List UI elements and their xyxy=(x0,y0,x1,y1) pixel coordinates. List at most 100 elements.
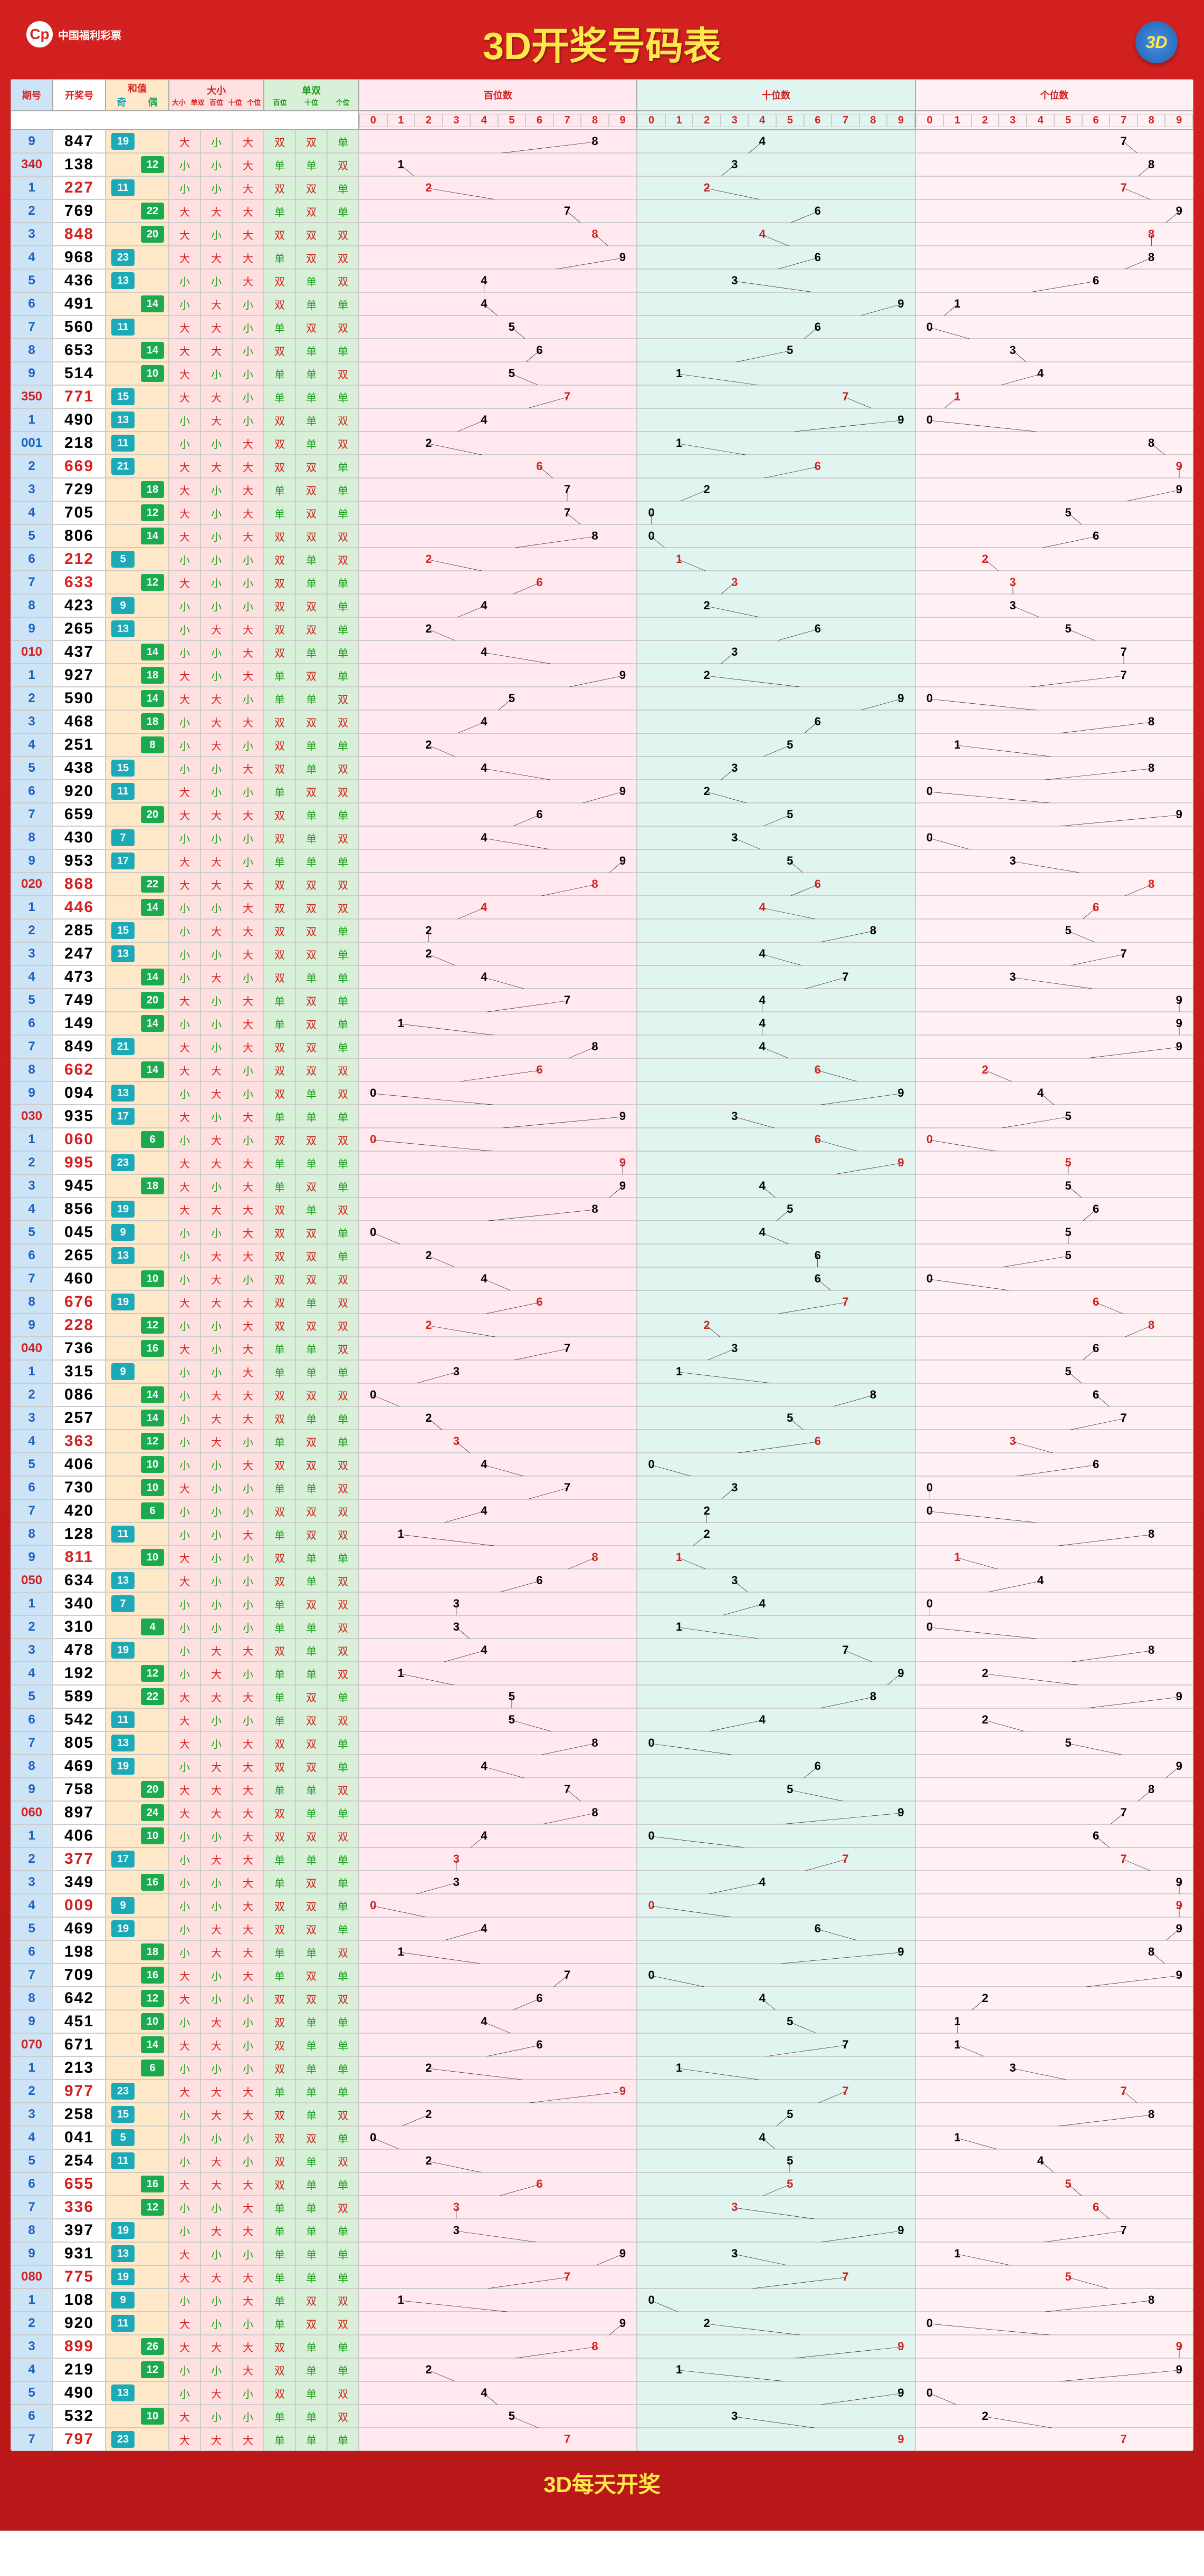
cell-dx: 大 xyxy=(232,1035,264,1058)
trend-value: 3 xyxy=(1009,1434,1016,1448)
cell-dx: 小 xyxy=(200,1105,232,1128)
cell-dx: 小 xyxy=(200,524,232,548)
cell-kjh: 935 xyxy=(53,1105,106,1128)
trend-value: 8 xyxy=(1148,715,1154,729)
cell-dz: 双 xyxy=(295,223,327,246)
cell-qh: 2 xyxy=(11,199,53,223)
cell-dz: 双 xyxy=(327,1615,359,1639)
trend-1: 0 xyxy=(637,1894,915,1917)
trend-value: 9 xyxy=(1176,1040,1182,1054)
cell-qh: 1 xyxy=(11,176,53,199)
trend-1: 2 xyxy=(637,594,915,617)
data-row: 4473 14 小大小双单单473 xyxy=(11,965,1193,989)
cell-dx: 小 xyxy=(169,1615,200,1639)
cell-qh: 9 xyxy=(11,1778,53,1801)
header-qh: 期号 xyxy=(11,79,53,111)
trend-2: 2 xyxy=(915,1662,1193,1685)
data-row: 7460 10 小大小双双双460 xyxy=(11,1267,1193,1290)
cell-hz: 10 xyxy=(106,1546,169,1569)
trend-value: 9 xyxy=(1176,1968,1182,1982)
trend-1: 6 xyxy=(637,246,915,269)
cell-qh: 2 xyxy=(11,1151,53,1174)
trend-0: 3 xyxy=(359,1430,637,1453)
cell-dx: 小 xyxy=(200,2288,232,2312)
trend-value: 8 xyxy=(591,529,598,543)
trend-value: 5 xyxy=(787,1783,793,1796)
cell-dz: 双 xyxy=(295,989,327,1012)
trend-0: 7 xyxy=(359,1476,637,1499)
cell-qh: 340 xyxy=(11,153,53,176)
cell-dx: 小 xyxy=(200,2196,232,2219)
cell-dz: 双 xyxy=(327,2196,359,2219)
cell-dx: 大 xyxy=(200,733,232,756)
trend-value: 5 xyxy=(1065,2177,1071,2191)
data-row: 7797 23 大大大单单单797 xyxy=(11,2428,1193,2451)
trend-1: 7 xyxy=(637,1290,915,1314)
cell-qh: 7 xyxy=(11,2428,53,2451)
cell-qh: 3 xyxy=(11,2335,53,2358)
trend-0: 1 xyxy=(359,1940,637,1964)
trend-value: 6 xyxy=(1093,529,1099,543)
trend-1: 0 xyxy=(637,1453,915,1476)
trend-0: 8 xyxy=(359,1801,637,1824)
cell-dz: 双 xyxy=(295,617,327,640)
cell-hz: 11 xyxy=(106,2149,169,2172)
cell-dx: 小 xyxy=(169,896,200,919)
cell-hz: 18 xyxy=(106,710,169,733)
cell-dz: 双 xyxy=(327,1453,359,1476)
trend-value: 5 xyxy=(787,1202,793,1216)
cell-qh: 040 xyxy=(11,1337,53,1360)
trend-1: 4 xyxy=(637,1174,915,1198)
cell-dz: 单 xyxy=(327,501,359,524)
cell-dz: 双 xyxy=(295,780,327,803)
cell-hz: 12 xyxy=(106,571,169,594)
trend-0: 9 xyxy=(359,1151,637,1174)
trend-1: 6 xyxy=(637,617,915,640)
trend-value: 5 xyxy=(1065,1156,1071,1170)
data-row: 2995 23 大大大单单单995 xyxy=(11,1151,1193,1174)
digit-label: 3 xyxy=(999,114,1027,127)
cell-dz: 单 xyxy=(327,571,359,594)
data-row: 1446 14 小小大双双双446 xyxy=(11,896,1193,919)
trend-2: 4 xyxy=(915,1081,1193,1105)
cell-dx: 小 xyxy=(169,965,200,989)
cell-dx: 小 xyxy=(169,2381,200,2405)
cell-kjh: 149 xyxy=(53,1012,106,1035)
cell-kjh: 927 xyxy=(53,664,106,687)
cell-dx: 小 xyxy=(200,1360,232,1383)
trend-0: 4 xyxy=(359,1824,637,1847)
trend-1: 9 xyxy=(637,1801,915,1824)
cell-dz: 双 xyxy=(295,2312,327,2335)
cell-dz: 单 xyxy=(295,2033,327,2056)
trend-value: 7 xyxy=(1121,1806,1127,1820)
trend-1: 7 xyxy=(637,965,915,989)
cell-kjh: 227 xyxy=(53,176,106,199)
cell-qh: 6 xyxy=(11,2172,53,2196)
cell-hz: 23 xyxy=(106,1151,169,1174)
cell-dx: 小 xyxy=(169,1871,200,1894)
trend-1: 7 xyxy=(637,2265,915,2288)
cell-qh: 9 xyxy=(11,130,53,153)
cell-dx: 大 xyxy=(232,199,264,223)
cell-dx: 大 xyxy=(200,617,232,640)
cell-kjh: 968 xyxy=(53,246,106,269)
data-row: 1406 10 小小大双双双406 xyxy=(11,1824,1193,1847)
cell-dx: 大 xyxy=(200,965,232,989)
cell-kjh: 775 xyxy=(53,2265,106,2288)
cell-dz: 单 xyxy=(295,2335,327,2358)
trend-value: 6 xyxy=(815,877,821,891)
trend-value: 2 xyxy=(704,181,710,195)
trend-0: 9 xyxy=(359,1105,637,1128)
trend-2: 6 xyxy=(915,1198,1193,1221)
trend-value: 9 xyxy=(1176,459,1182,473)
cell-dz: 双 xyxy=(327,1267,359,1290)
trend-value: 3 xyxy=(1009,854,1016,868)
cell-dx: 小 xyxy=(200,1731,232,1755)
trend-1: 7 xyxy=(637,2033,915,2056)
cell-dx: 大 xyxy=(232,2172,264,2196)
trend-value: 6 xyxy=(815,1272,821,1286)
cell-dx: 小 xyxy=(200,1824,232,1847)
trend-value: 6 xyxy=(815,1063,821,1077)
cell-dz: 单 xyxy=(295,362,327,385)
cell-dz: 单 xyxy=(327,1685,359,1708)
